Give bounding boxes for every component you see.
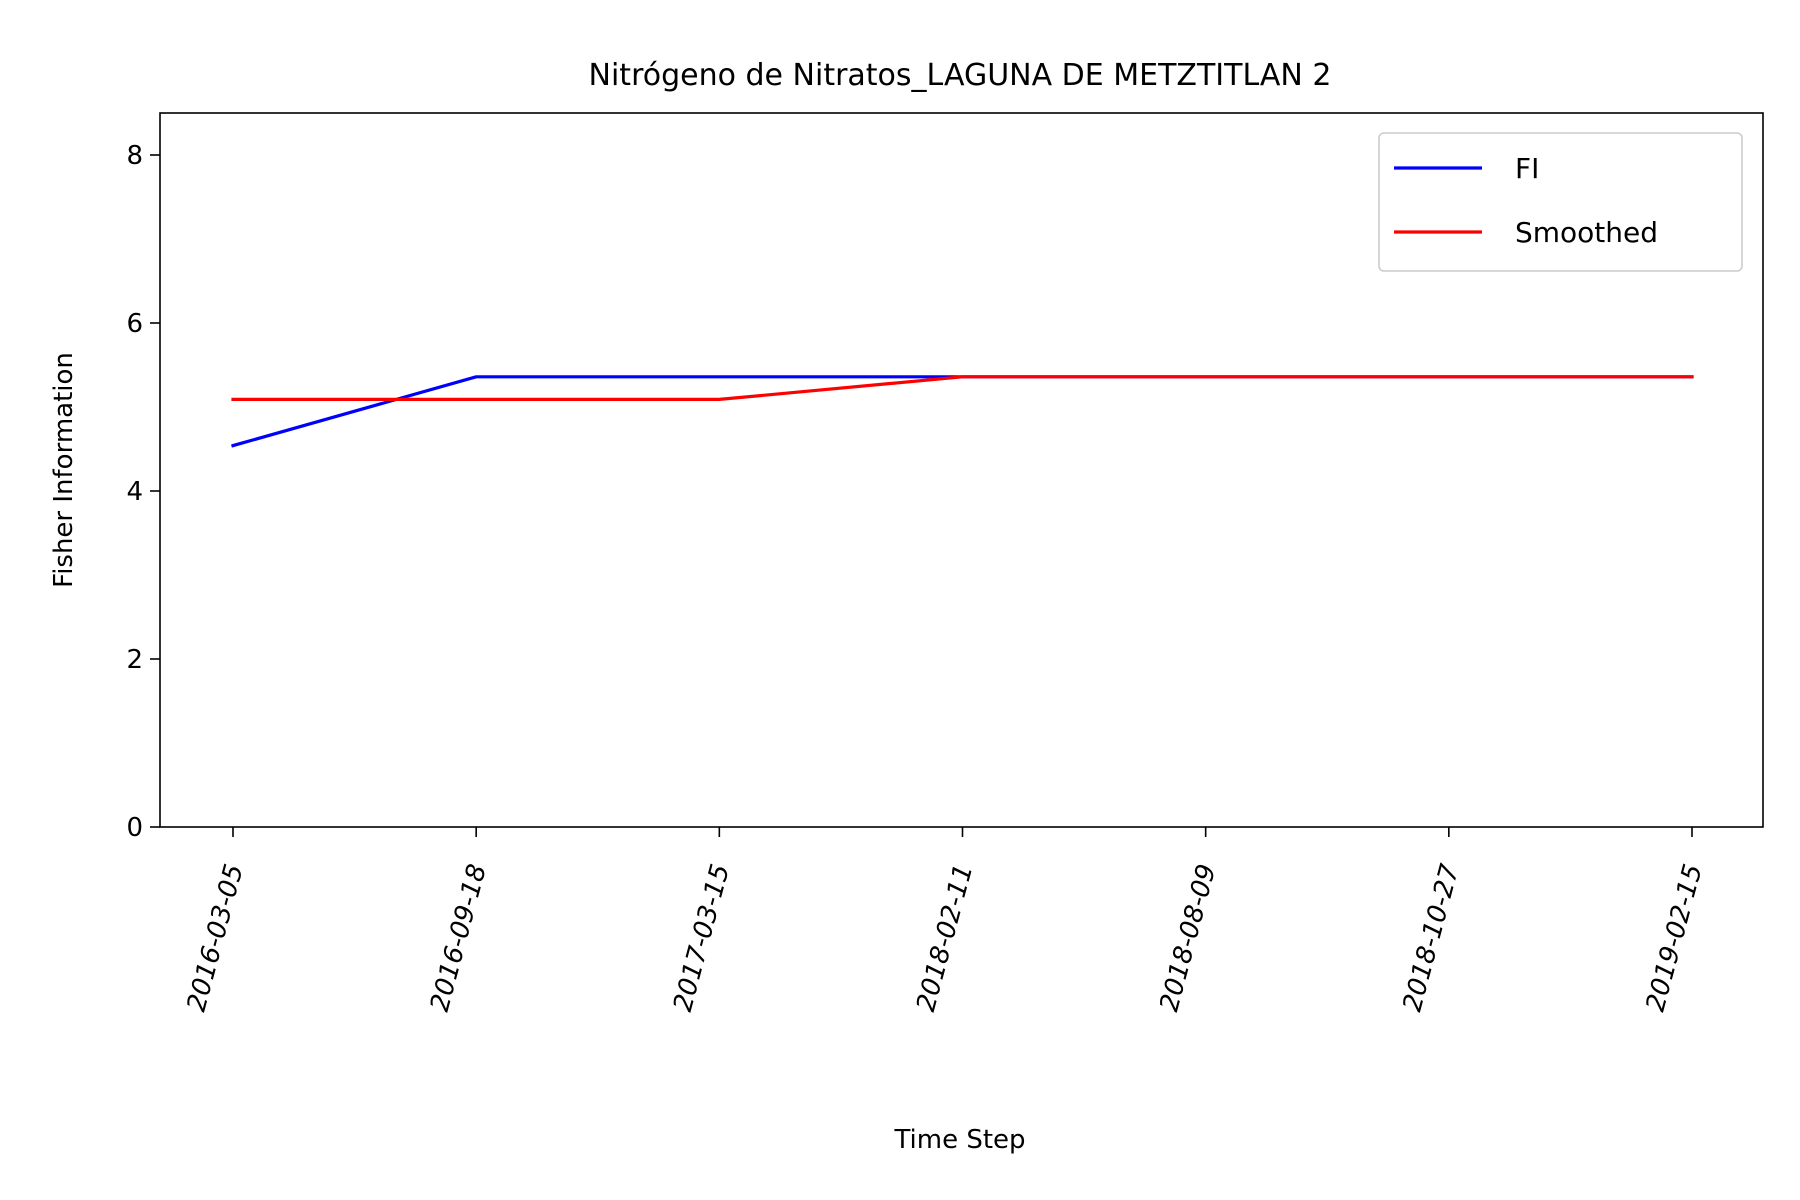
y-tick-label: 6: [126, 309, 143, 339]
legend: FI Smoothed: [1378, 132, 1743, 272]
series-line-smoothed: [231, 375, 1694, 401]
y-tick-label: 4: [126, 477, 143, 507]
series-layer: [231, 375, 1694, 448]
y-tick-label: 8: [126, 141, 143, 171]
x-tick-label: 2016-03-05: [182, 861, 250, 1015]
y-tick-label: 0: [126, 813, 143, 843]
x-tick-label: 2016-09-18: [425, 861, 493, 1015]
x-tick-label: 2018-02-11: [911, 861, 979, 1015]
x-axis-label: Time Step: [893, 1125, 1025, 1155]
plot-frame: [159, 112, 1764, 828]
legend-label-fi: FI: [1515, 152, 1539, 185]
legend-box: [1378, 132, 1743, 272]
legend-label-smoothed: Smoothed: [1515, 216, 1658, 249]
x-tick-label: 2019-02-15: [1641, 861, 1709, 1015]
x-tick-label: 2018-10-27: [1397, 861, 1465, 1015]
x-tick-label: 2017-03-15: [668, 861, 736, 1015]
x-tick-label: 2018-08-09: [1154, 861, 1222, 1015]
y-axis-label: Fisher Information: [49, 352, 79, 588]
y-tick-label: 2: [126, 645, 143, 675]
chart-title: Nitrógeno de Nitratos_LAGUNA DE METZTITL…: [589, 58, 1332, 93]
